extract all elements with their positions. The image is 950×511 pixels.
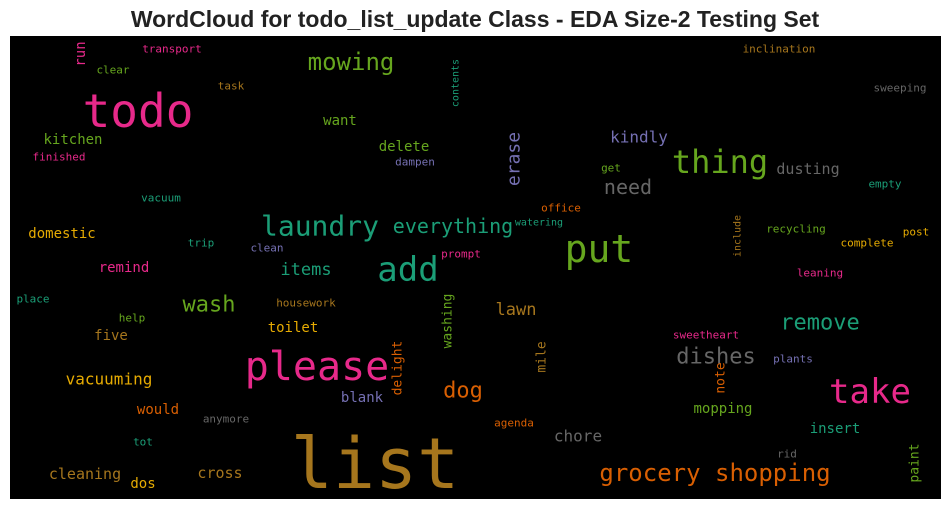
word-remind: remind: [99, 260, 150, 276]
word-clear: clear: [96, 64, 129, 77]
word-dampen: dampen: [395, 156, 435, 169]
word-put: put: [565, 227, 634, 271]
word-add: add: [377, 250, 438, 290]
word-tot: tot: [133, 436, 153, 449]
word-finished: finished: [33, 151, 86, 164]
word-want: want: [323, 113, 357, 129]
word-washing: washing: [441, 294, 456, 349]
word-take: take: [829, 372, 911, 412]
word-anymore: anymore: [203, 413, 249, 426]
word-thing: thing: [672, 143, 768, 181]
word-paint: paint: [908, 443, 923, 482]
word-everything: everything: [393, 214, 513, 238]
word-dog: dog: [443, 379, 483, 404]
word-wash: wash: [183, 293, 236, 318]
word-would: would: [137, 402, 179, 418]
word-remove: remove: [780, 311, 859, 336]
word-insert: insert: [810, 421, 861, 437]
word-housework: housework: [276, 297, 336, 310]
word-get: get: [601, 162, 621, 175]
word-kindly: kindly: [610, 128, 668, 147]
word-complete: complete: [841, 237, 894, 250]
word-transport: transport: [142, 43, 202, 56]
word-clean: clean: [250, 242, 283, 255]
word-cleaning: cleaning: [49, 465, 121, 483]
word-vacuum: vacuum: [141, 192, 181, 205]
word-blank: blank: [341, 390, 384, 406]
word-mopping: mopping: [693, 401, 752, 417]
word-plants: plants: [773, 353, 813, 366]
word-please: please: [245, 344, 390, 390]
word-grocery-shopping: grocery shopping: [599, 459, 830, 487]
word-dusting: dusting: [776, 160, 839, 178]
word-mile: mile: [535, 341, 550, 372]
word-kitchen: kitchen: [43, 132, 102, 148]
word-office: office: [541, 202, 581, 215]
word-help: help: [119, 312, 146, 325]
word-contents: contents: [451, 59, 462, 107]
word-sweeping: sweeping: [874, 82, 927, 95]
word-watering: watering: [515, 218, 563, 229]
word-empty: empty: [868, 178, 901, 191]
word-rid: rid: [777, 448, 797, 461]
word-task: task: [218, 80, 245, 93]
word-run: run: [73, 41, 89, 66]
word-delete: delete: [379, 139, 430, 155]
chart-title: WordCloud for todo_list_update Class - E…: [130, 6, 820, 32]
word-list: list: [291, 423, 460, 499]
word-prompt: prompt: [441, 248, 481, 261]
word-toilet: toilet: [268, 320, 319, 336]
word-dishes: dishes: [676, 345, 755, 370]
word-domestic: domestic: [28, 226, 95, 242]
word-lawn: lawn: [496, 300, 537, 320]
word-vacuuming: vacuuming: [66, 370, 153, 389]
word-note: note: [714, 362, 729, 393]
word-items: items: [280, 260, 331, 280]
word-include: include: [733, 215, 744, 257]
word-cross: cross: [197, 464, 242, 482]
word-leaning: leaning: [797, 267, 843, 280]
word-inclination: inclination: [743, 43, 816, 56]
word-mowing: mowing: [308, 48, 395, 76]
word-need: need: [604, 175, 652, 199]
word-recycling: recycling: [766, 223, 826, 236]
word-chore: chore: [554, 427, 602, 446]
word-place: place: [16, 293, 49, 306]
word-agenda: agenda: [494, 417, 534, 430]
wordcloud-svg: list todo please put add take thing laundry groc…: [16, 41, 930, 499]
word-post: post: [903, 226, 930, 239]
word-laundry: laundry: [261, 210, 379, 243]
word-delight: delight: [391, 341, 406, 396]
word-erase: erase: [504, 132, 525, 186]
word-dos: dos: [130, 476, 155, 492]
word-trip: trip: [188, 237, 215, 250]
word-five: five: [94, 328, 128, 344]
word-todo: todo: [83, 84, 194, 138]
wordcloud-canvas: list todo please put add take thing laundry groc…: [10, 36, 941, 499]
word-sweetheart: sweetheart: [673, 329, 739, 342]
